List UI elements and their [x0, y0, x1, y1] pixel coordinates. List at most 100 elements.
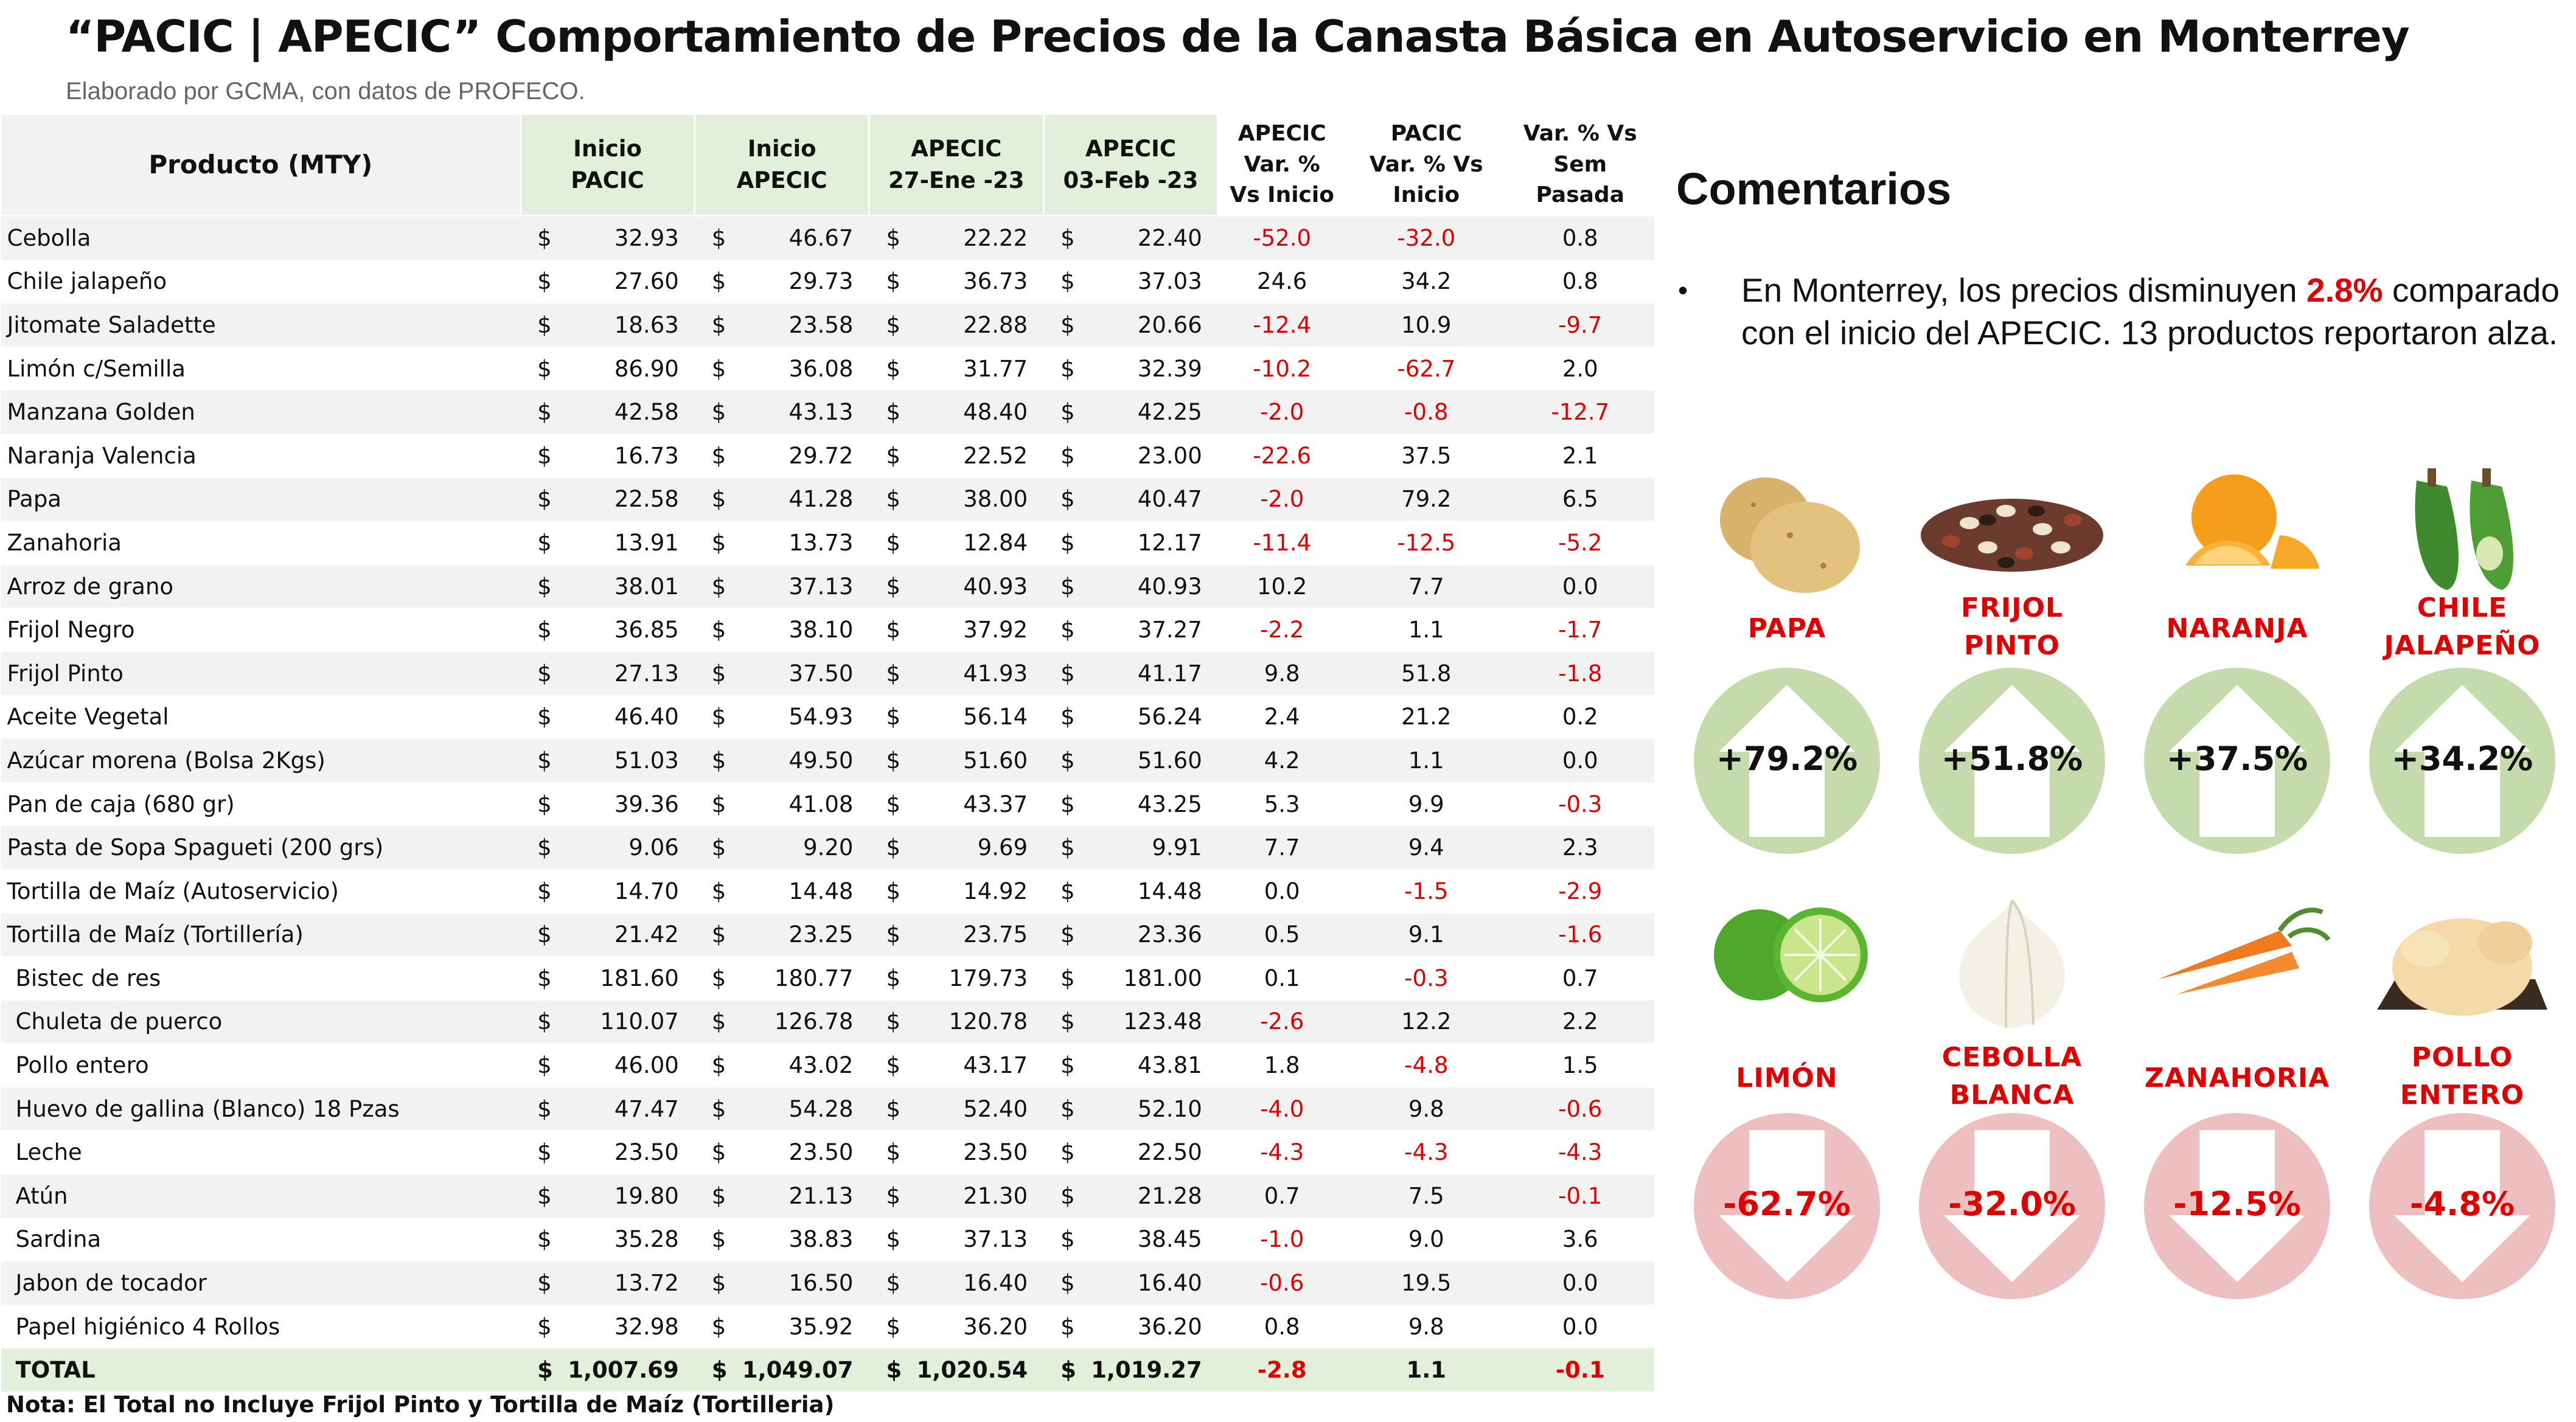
table-body: Cebolla $32.93 $46.67 $22.22 $22.40 -52.0 -32.… [1, 215, 1654, 1393]
var-sem-cell: 0.0 [1506, 564, 1654, 609]
comment-text: En Monterrey, los precios disminuyen 2.8… [1741, 271, 2560, 352]
product-name-cell: Frijol Pinto [1, 651, 521, 696]
product-name-cell: Naranja Valencia [1, 433, 521, 478]
currency-cell: $ [1043, 564, 1077, 609]
var-apecic-cell: -4.0 [1217, 1086, 1346, 1131]
var-pacic-cell: 9.0 [1346, 1217, 1507, 1262]
price-cell: 9.20 [728, 825, 869, 870]
price-cell: 49.50 [728, 738, 869, 783]
increase-indicator: +34.2% [2369, 668, 2555, 854]
currency-cell: $ [1043, 782, 1077, 827]
price-cell: 23.50 [902, 1130, 1044, 1175]
price-cell: 38.10 [728, 608, 869, 652]
price-cell: 43.13 [728, 390, 869, 434]
table-row: Chuleta de puerco $110.07 $126.78 $120.78 $1… [1, 999, 1654, 1044]
price-cell: 9.91 [1076, 825, 1218, 870]
price-cell: 40.93 [1076, 564, 1218, 609]
currency-cell: $ [520, 564, 554, 609]
table-row: Leche $23.50 $23.50 $23.50 $22.50 -4.3 -4.3 -4.… [1, 1130, 1654, 1175]
price-cell: 36.73 [902, 259, 1044, 304]
price-cell: 37.50 [728, 651, 869, 696]
var-pacic-cell: 1.1 [1346, 608, 1507, 652]
product-name-cell: Pasta de Sopa Spagueti (200 grs) [1, 825, 521, 870]
price-cell: 1,049.07 [728, 1348, 869, 1393]
price-cell: 36.20 [1076, 1304, 1218, 1349]
price-cell: 1,019.27 [1076, 1348, 1218, 1393]
currency-cell: $ [520, 346, 554, 391]
var-apecic-cell: -2.2 [1217, 608, 1346, 652]
price-cell: 43.02 [728, 1043, 869, 1087]
price-cell: 43.81 [1076, 1043, 1218, 1087]
price-cell: 13.73 [728, 521, 869, 565]
product-name-cell: Pollo entero [1, 1043, 521, 1087]
price-cell: 36.08 [728, 346, 869, 391]
currency-cell: $ [520, 1130, 554, 1175]
price-cell: 20.66 [1076, 303, 1218, 347]
var-pacic-cell: -12.5 [1346, 521, 1507, 565]
price-cell: 179.73 [902, 956, 1044, 1001]
currency-cell: $ [869, 1348, 903, 1393]
currency-cell: $ [869, 1043, 903, 1087]
price-cell: 43.25 [1076, 782, 1218, 827]
table-row: Zanahoria $13.91 $13.73 $12.84 $12.17 -11.4 -1… [1, 521, 1654, 565]
price-cell: 41.08 [728, 782, 869, 827]
carrot-icon [2140, 888, 2334, 1013]
header-inicio-pacic: Inicio PACIC [519, 113, 696, 217]
var-sem-cell: -9.7 [1506, 303, 1654, 347]
var-apecic-cell: 7.7 [1217, 825, 1346, 870]
price-cell: 51.60 [902, 738, 1044, 783]
var-pacic-cell: -0.3 [1346, 956, 1507, 1001]
var-pacic-cell: -4.3 [1346, 1130, 1507, 1175]
currency-cell: $ [1043, 912, 1077, 957]
currency-cell: $ [694, 956, 728, 1001]
price-cell: 56.14 [902, 695, 1044, 740]
var-sem-cell: 2.3 [1506, 825, 1654, 870]
chicken-icon [2371, 888, 2553, 1031]
currency-cell: $ [520, 869, 554, 914]
currency-cell: $ [869, 608, 903, 652]
var-pacic-cell: 37.5 [1346, 433, 1507, 478]
var-pacic-cell: 10.9 [1346, 303, 1507, 347]
currency-cell: $ [520, 738, 554, 783]
price-cell: 16.40 [1076, 1261, 1218, 1305]
product-name-cell: Jitomate Saladette [1, 303, 521, 347]
var-apecic-cell: 0.7 [1217, 1174, 1346, 1218]
header-inicio-apecic: Inicio APECIC [694, 113, 870, 217]
price-cell: 41.28 [728, 477, 869, 522]
price-cell: 120.78 [902, 999, 1044, 1044]
potato-icon [1699, 462, 1875, 605]
percent-change: -62.7% [1723, 1185, 1851, 1223]
currency-cell: $ [869, 999, 903, 1044]
arrow-up-icon [2394, 685, 2530, 837]
var-sem-cell: -1.7 [1506, 608, 1654, 652]
currency-cell: $ [869, 521, 903, 565]
price-cell: 21.30 [902, 1174, 1044, 1218]
percent-change: +34.2% [2391, 740, 2533, 778]
var-sem-cell: -0.6 [1506, 1086, 1654, 1131]
increase-indicator: +79.2% [1694, 668, 1880, 854]
increase-indicator: +37.5% [2144, 668, 2330, 854]
table-row: Sardina $35.28 $38.83 $37.13 $38.45 -1.0 9.0 3.… [1, 1217, 1654, 1262]
var-apecic-cell: 0.5 [1217, 912, 1346, 957]
currency-cell: $ [520, 1086, 554, 1131]
lime-icon [1696, 888, 1878, 1013]
var-sem-cell: 2.2 [1506, 999, 1654, 1044]
price-cell: 36.85 [553, 608, 695, 652]
var-sem-cell: -2.9 [1506, 869, 1654, 914]
price-cell: 12.17 [1076, 521, 1218, 565]
currency-cell: $ [1043, 1174, 1077, 1218]
product-card-label: POLLO ENTERO [2400, 1042, 2525, 1111]
price-cell: 23.36 [1076, 912, 1218, 957]
price-cell: 13.72 [553, 1261, 695, 1305]
var-pacic-cell: 19.5 [1346, 1261, 1507, 1305]
var-pacic-cell: -32.0 [1346, 215, 1507, 260]
currency-cell: $ [520, 1348, 554, 1393]
var-apecic-cell: -2.6 [1217, 999, 1346, 1044]
var-sem-cell: 0.2 [1506, 695, 1654, 740]
product-card-label: ZANAHORIA [2144, 1063, 2330, 1094]
price-cell: 51.60 [1076, 738, 1218, 783]
price-cell: 36.20 [902, 1304, 1044, 1349]
product-card-label: NARANJA [2166, 613, 2308, 644]
currency-cell: $ [869, 433, 903, 478]
header-apecic-27-ene: APECIC 27-Ene -23 [868, 113, 1045, 217]
